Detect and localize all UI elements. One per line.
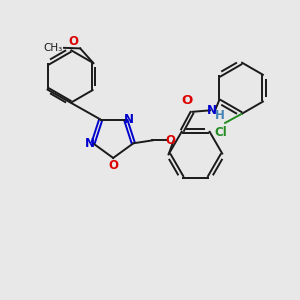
Text: O: O (108, 159, 118, 172)
Text: N: N (206, 104, 217, 117)
Text: O: O (165, 134, 175, 147)
Text: CH₃: CH₃ (43, 43, 62, 53)
Text: Cl: Cl (214, 126, 227, 139)
Text: O: O (69, 35, 79, 48)
Text: H: H (215, 109, 225, 122)
Text: N: N (85, 137, 94, 150)
Text: O: O (182, 94, 193, 106)
Text: N: N (124, 113, 134, 126)
